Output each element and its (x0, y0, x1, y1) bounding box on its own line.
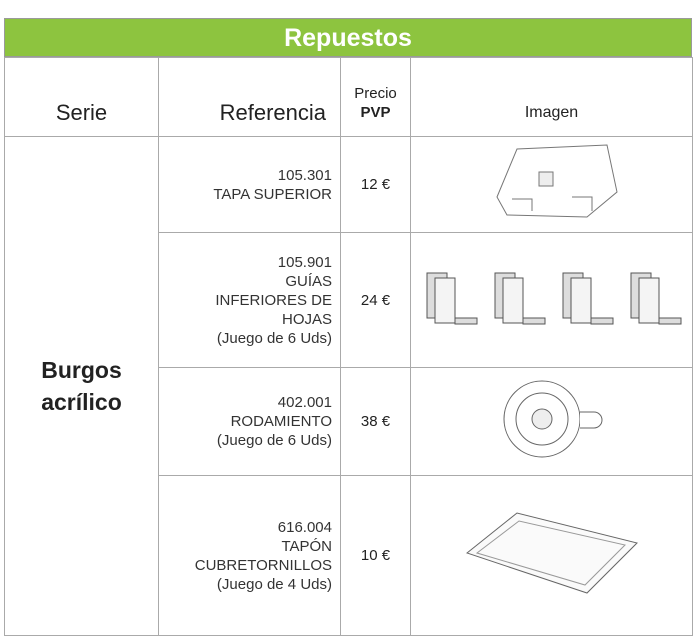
image-cell (410, 475, 693, 636)
price-cell: 38 € (340, 367, 411, 476)
parts-table: Serie Referencia Precio PVP Imagen Burgos… (4, 57, 693, 636)
part-image (426, 272, 681, 324)
reference-line: 105.301 (277, 166, 332, 184)
reference-line: RODAMIENTO (230, 413, 332, 430)
part-row: Burgos acrílico 105.301 TAPA SUPERIOR 12 € (4, 136, 693, 636)
part-image (465, 512, 638, 594)
price-cell: 24 € (340, 232, 411, 368)
reference-line: INFERIORES DE (215, 291, 332, 309)
col-serie: Serie (4, 57, 159, 137)
price-cell: 12 € (340, 136, 411, 233)
image-cell (410, 136, 693, 233)
col-referencia: Referencia (158, 57, 341, 137)
reference-line: (Juego de 6 Uds) (216, 329, 332, 347)
reference-line: 616.004 (277, 518, 332, 536)
image-cell (410, 367, 693, 476)
serie-cell: Burgos acrílico (4, 136, 159, 636)
reference-line: (Juego de 4 Uds) (216, 575, 332, 593)
reference-line: HOJAS (281, 310, 332, 328)
reference-cell: 616.004 TAPÓN CUBRETORNILLOS (Juego de 4 Ud… (158, 475, 341, 636)
reference-line: TAPA SUPERIOR (213, 185, 332, 203)
reference-line: TAPÓN (281, 537, 332, 555)
pvp-label: PVP (360, 104, 391, 121)
reference-cell: 105.901 GUÍAS INFERIORES DE HOJAS (Juego de … (158, 232, 341, 368)
image-cell (410, 232, 693, 368)
part-row: 402.001 RODAMIENTO (Juego de 6 Uds) 38 € (5, 367, 693, 476)
page: Repuestos Serie Referencia Precio PVP Ima… (4, 18, 693, 636)
reference-cell: 105.301 TAPA SUPERIOR (158, 136, 341, 233)
reference-line: 402.001 (277, 394, 332, 411)
col-precio: Precio PVP (340, 57, 411, 137)
reference-cell: 402.001 RODAMIENTO (Juego de 6 Uds) (158, 367, 341, 476)
reference-line: GUÍAS (285, 272, 332, 290)
reference-line: 105.901 (277, 253, 332, 271)
price-cell: 10 € (340, 475, 411, 636)
part-image (503, 380, 602, 458)
reference-line: (Juego de 6 Uds) (216, 432, 332, 449)
part-image (495, 144, 618, 218)
title-bar: Repuestos (4, 18, 692, 57)
reference-line: CUBRETORNILLOS (194, 556, 332, 574)
precio-label: Precio (354, 85, 397, 102)
part-row: 105.901 GUÍAS INFERIORES DE HOJAS (Juego de … (5, 232, 693, 368)
col-imagen: Imagen (410, 57, 693, 137)
